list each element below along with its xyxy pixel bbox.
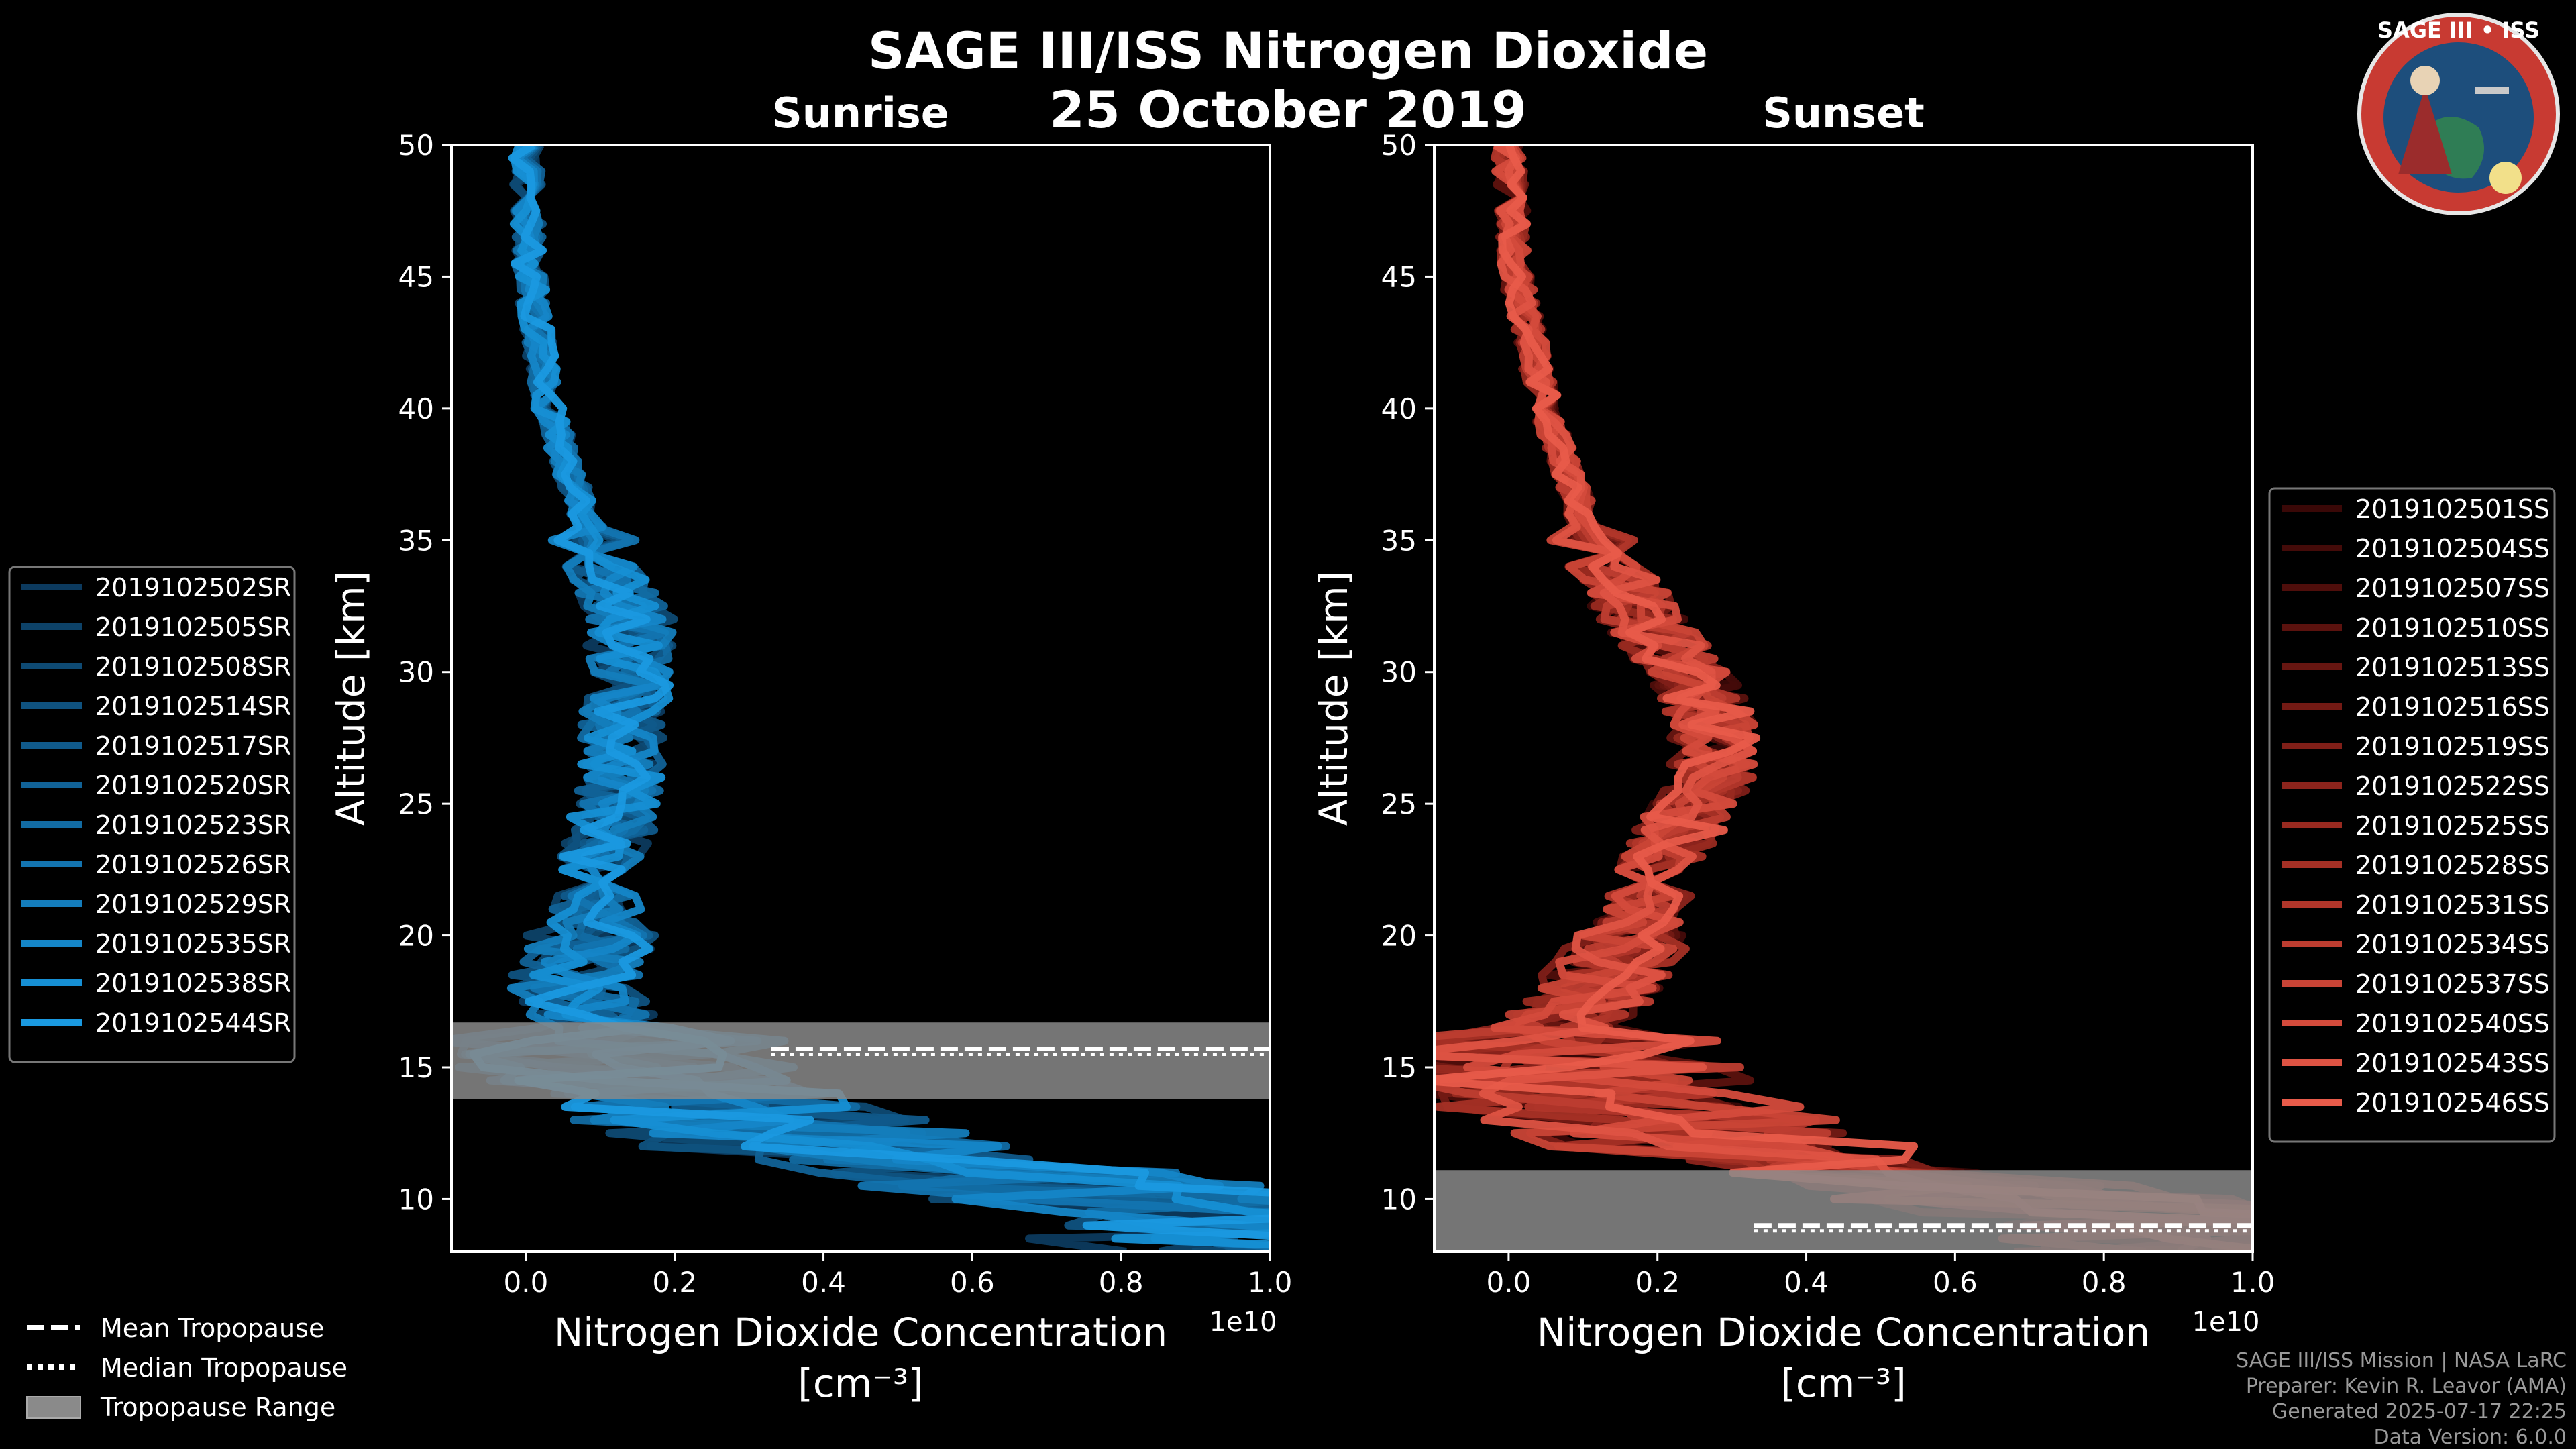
x-tick-label: 0.8 <box>2082 1266 2127 1299</box>
x-tick-label: 1.0 <box>1248 1266 1293 1299</box>
x-tick-label: 0.4 <box>801 1266 846 1299</box>
x-axis-units: [cm⁻³] <box>1780 1360 1907 1406</box>
y-tick-label: 20 <box>1381 920 1417 953</box>
x-tick-label: 0.6 <box>1933 1266 1978 1299</box>
x-tick-label: 0.6 <box>950 1266 995 1299</box>
legend-label: 2019102544SR <box>95 1008 291 1038</box>
credits: SAGE III/ISS Mission | NASA LaRC Prepare… <box>2236 1349 2567 1449</box>
tropopause-legend: Mean Tropopause Median Tropopause Tropop… <box>26 1313 347 1422</box>
legend-label: 2019102514SR <box>95 692 291 721</box>
legend-label: 2019102525SS <box>2355 811 2550 841</box>
credit-line: SAGE III/ISS Mission | NASA LaRC <box>2236 1349 2567 1373</box>
x-tick-label: 0.2 <box>1635 1266 1680 1299</box>
y-tick-label: 40 <box>398 392 434 425</box>
credit-line: Data Version: 6.0.0 <box>2374 1426 2567 1449</box>
tropopause-range-band <box>451 1022 1270 1099</box>
series-legend: 2019102501SS 2019102504SS 2019102507SS 2019… <box>2268 487 2556 1143</box>
legend-label: 2019102529SR <box>95 890 291 919</box>
x-tick-label: 0.4 <box>1784 1266 1829 1299</box>
panel-title: Sunset <box>1762 89 1925 138</box>
legend-frame <box>8 566 296 1063</box>
legend-label: 2019102505SR <box>95 612 291 642</box>
legend-label: 2019102507SS <box>2355 574 2550 603</box>
series-legend: 2019102502SR 2019102505SR 2019102508SR 2019… <box>8 566 296 1063</box>
x-tick-label: 0.0 <box>504 1266 549 1299</box>
y-tick-label: 50 <box>398 129 434 162</box>
y-tick-label: 10 <box>398 1183 434 1216</box>
credit-line: Generated 2025-07-17 22:25 <box>2272 1400 2567 1424</box>
x-axis-label: Nitrogen Dioxide Concentration <box>554 1309 1167 1355</box>
y-tick-label: 25 <box>1381 788 1417 820</box>
legend-frame <box>2268 487 2556 1143</box>
legend-label: 2019102543SS <box>2355 1049 2550 1078</box>
sunset-panel: 0.0 0.2 0.4 0.6 0.8 1.0 10 15 20 25 30 35 40 45 50 1e10… <box>1311 89 2556 1406</box>
y-tick-label: 25 <box>398 788 434 820</box>
credit-line: Preparer: Kevin R. Leavor (AMA) <box>2246 1375 2567 1398</box>
x-axis-label: Nitrogen Dioxide Concentration <box>1537 1309 2150 1355</box>
y-tick-label: 45 <box>1381 260 1417 293</box>
y-axis-label: Altitude [km] <box>328 571 374 826</box>
x-offset-label: 1e10 <box>2192 1307 2260 1338</box>
y-tick-label: 30 <box>398 656 434 689</box>
y-axis-label: Altitude [km] <box>1311 571 1356 826</box>
x-tick-label: 0.0 <box>1487 1266 1532 1299</box>
legend-label: 2019102534SS <box>2355 930 2550 959</box>
legend-label: 2019102504SS <box>2355 534 2550 564</box>
profile-line-2019102546SS <box>1434 145 2253 1218</box>
legend-label: 2019102546SS <box>2355 1088 2550 1118</box>
legend-label: 2019102538SR <box>95 969 291 998</box>
y-tick-label: 20 <box>398 920 434 953</box>
figure-title: SAGE III/ISS Nitrogen Dioxide <box>868 21 1708 80</box>
x-offset-label: 1e10 <box>1210 1307 1277 1338</box>
x-tick-label: 1.0 <box>2231 1266 2275 1299</box>
y-tick-label: 10 <box>1381 1183 1417 1216</box>
y-tick-label: 45 <box>398 260 434 293</box>
legend-median-tropopause: Median Tropopause <box>101 1353 347 1383</box>
sunrise-panel: 0.0 0.2 0.4 0.6 0.8 1.0 10 15 20 25 30 35 40 45 50 1e10… <box>8 89 1293 1406</box>
legend-label: 2019102535SR <box>95 929 291 959</box>
legend-label: 2019102531SS <box>2355 890 2550 920</box>
y-tick-label: 35 <box>1381 524 1417 557</box>
x-axis-units: [cm⁻³] <box>798 1360 924 1406</box>
y-tick-label: 35 <box>398 524 434 557</box>
tropopause-range-band <box>1434 1170 2253 1252</box>
figure-date: 25 October 2019 <box>1049 80 1527 140</box>
legend-label: 2019102522SS <box>2355 771 2550 801</box>
legend-label: 2019102540SS <box>2355 1009 2550 1038</box>
legend-label: 2019102508SR <box>95 652 291 682</box>
axes-frame <box>450 144 1271 1253</box>
y-tick-label: 40 <box>1381 392 1417 425</box>
logo-title: SAGE III • ISS <box>2377 17 2540 43</box>
axes-frame <box>1433 144 2254 1253</box>
legend-label: 2019102519SS <box>2355 732 2550 761</box>
legend-label: 2019102526SR <box>95 850 291 879</box>
legend-label: 2019102502SR <box>95 573 291 602</box>
legend-tropopause-range: Tropopause Range <box>100 1393 335 1422</box>
legend-label: 2019102523SR <box>95 810 291 840</box>
legend-label: 2019102513SS <box>2355 653 2550 682</box>
legend-label: 2019102517SR <box>95 731 291 761</box>
legend-label: 2019102516SS <box>2355 692 2550 722</box>
legend-mean-tropopause: Mean Tropopause <box>101 1313 324 1343</box>
y-tick-label: 15 <box>1381 1051 1417 1084</box>
y-tick-label: 30 <box>1381 656 1417 689</box>
legend-label: 2019102520SR <box>95 771 291 800</box>
x-tick-label: 0.2 <box>652 1266 697 1299</box>
y-tick-label: 50 <box>1381 129 1417 162</box>
legend-label: 2019102528SS <box>2355 851 2550 880</box>
legend-label: 2019102501SS <box>2355 494 2550 524</box>
x-tick-label: 0.8 <box>1099 1266 1144 1299</box>
legend-label: 2019102510SS <box>2355 613 2550 643</box>
y-tick-label: 15 <box>398 1051 434 1084</box>
sage-iii-iss-logo: SAGE III • ISS <box>2357 13 2560 215</box>
legend-label: 2019102537SS <box>2355 969 2550 999</box>
panel-title: Sunrise <box>772 89 949 138</box>
